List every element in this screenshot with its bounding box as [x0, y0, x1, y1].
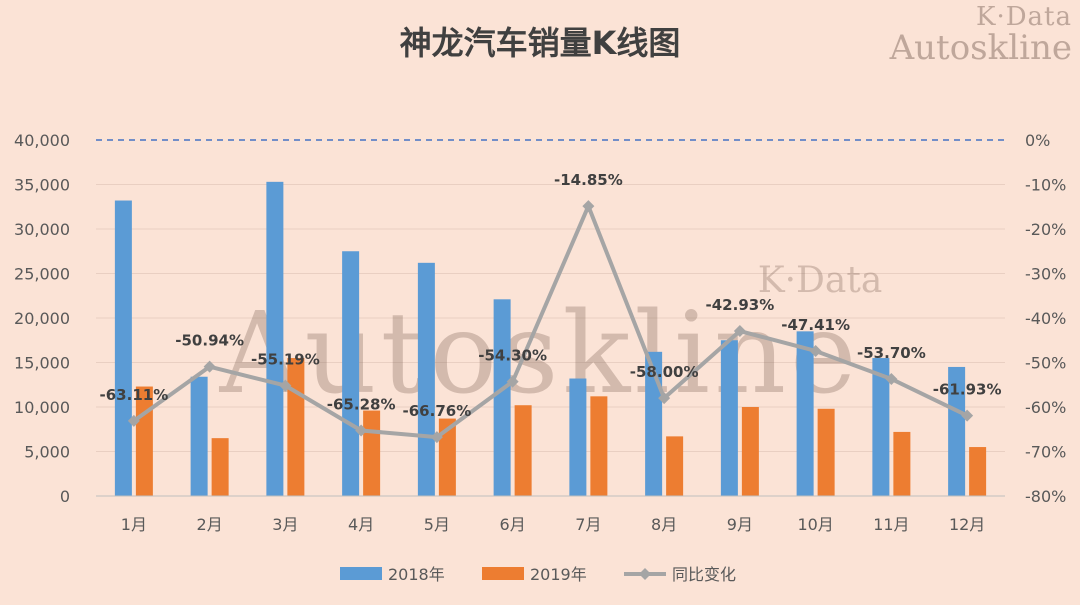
bar-2018: [190, 376, 208, 496]
bar-2018: [114, 200, 132, 496]
x-tick-label: 8月: [651, 515, 677, 534]
y-left-tick-label: 35,000: [14, 176, 70, 195]
data-label: -53.70%: [857, 344, 926, 362]
y-left-tick-label: 10,000: [14, 398, 70, 417]
line-point: [506, 375, 519, 388]
data-label: -65.28%: [327, 395, 396, 413]
x-tick-label: 11月: [873, 515, 909, 534]
x-tick-label: 4月: [348, 515, 374, 534]
y-left-tick-label: 5,000: [24, 443, 70, 462]
bar-2018: [645, 351, 663, 496]
bar-2018: [493, 299, 511, 496]
series-line-yoy: [132, 204, 968, 440]
legend-label: 2018年: [388, 565, 445, 584]
line-point: [203, 360, 216, 373]
legend-label: 同比变化: [672, 565, 736, 584]
bar-2019: [287, 358, 305, 496]
bar-2019: [666, 436, 684, 496]
bar-2018: [872, 358, 890, 496]
line-point: [961, 409, 974, 422]
line-point: [127, 414, 140, 427]
x-tick-label: 7月: [575, 515, 601, 534]
watermark-corner-line2: Autoskline: [889, 28, 1072, 69]
legend-swatch: [482, 567, 524, 580]
y-left-tick-label: 0: [60, 487, 70, 506]
y-left-tick-label: 40,000: [14, 131, 70, 150]
bar-2019: [590, 396, 608, 496]
data-label: -42.93%: [706, 296, 775, 314]
bar-2018: [417, 262, 435, 496]
bar-2018: [796, 331, 814, 496]
x-tick-label: 12月: [949, 515, 985, 534]
bar-2019: [741, 407, 759, 496]
y-right-tick-label: -80%: [1025, 487, 1066, 506]
line-point: [658, 392, 671, 405]
data-label: -55.19%: [251, 351, 320, 369]
data-label: -14.85%: [554, 171, 623, 189]
line-point: [582, 200, 595, 213]
y-right-tick-label: -70%: [1025, 443, 1066, 462]
line-point: [279, 379, 292, 392]
line-point: [430, 431, 443, 444]
bar-2019: [135, 386, 153, 496]
bar-2018: [342, 251, 360, 496]
legend-label: 2019年: [530, 565, 587, 584]
data-label: -47.41%: [781, 316, 850, 334]
y-right-tick-label: -50%: [1025, 354, 1066, 373]
y-right-tick-label: -40%: [1025, 309, 1066, 328]
line-point: [809, 344, 822, 357]
watermark-center-main: Autoskline: [219, 289, 861, 419]
y-right-tick-label: -30%: [1025, 265, 1066, 284]
y-left-tick-label: 30,000: [14, 220, 70, 239]
bar-2018: [266, 181, 284, 496]
bar-2019: [514, 405, 532, 496]
bar-2019: [363, 410, 381, 496]
chart-title: 神龙汽车销量K线图: [400, 24, 681, 62]
bar-2019: [211, 438, 229, 496]
bar-2019: [969, 447, 987, 496]
data-label: -54.30%: [478, 347, 547, 365]
data-label: -50.94%: [175, 332, 244, 350]
legend-swatch: [340, 567, 382, 580]
watermark-center-sub: K·Data: [758, 260, 883, 301]
legend-marker: [639, 568, 651, 580]
x-tick-label: 6月: [500, 515, 526, 534]
watermark-corner-line1: K·Data: [976, 2, 1072, 32]
y-left-tick-label: 20,000: [14, 309, 70, 328]
x-tick-label: 2月: [197, 515, 223, 534]
x-tick-label: 5月: [424, 515, 450, 534]
bar-2018: [569, 378, 587, 496]
x-tick-label: 10月: [797, 515, 833, 534]
x-tick-label: 3月: [272, 515, 298, 534]
bar-2018: [948, 366, 966, 496]
bar-2019: [817, 408, 835, 496]
x-tick-label: 9月: [727, 515, 753, 534]
x-tick-label: 1月: [121, 515, 147, 534]
y-left-tick-label: 25,000: [14, 265, 70, 284]
data-label: -61.93%: [933, 381, 1002, 399]
line-point: [355, 424, 368, 437]
line-point: [733, 325, 746, 338]
data-label: -58.00%: [630, 363, 699, 381]
y-right-tick-label: 0%: [1025, 131, 1050, 150]
data-label: -63.11%: [100, 386, 169, 404]
y-right-tick-label: -60%: [1025, 398, 1066, 417]
y-right-tick-label: -20%: [1025, 220, 1066, 239]
line-point: [885, 372, 898, 385]
bar-2019: [893, 431, 911, 496]
y-left-tick-label: 15,000: [14, 354, 70, 373]
data-label: -66.76%: [403, 402, 472, 420]
bar-2019: [438, 418, 456, 496]
bar-2018: [720, 340, 738, 496]
watermark-corner: K·Data Autoskline: [889, 2, 1072, 69]
y-right-tick-label: -10%: [1025, 176, 1066, 195]
